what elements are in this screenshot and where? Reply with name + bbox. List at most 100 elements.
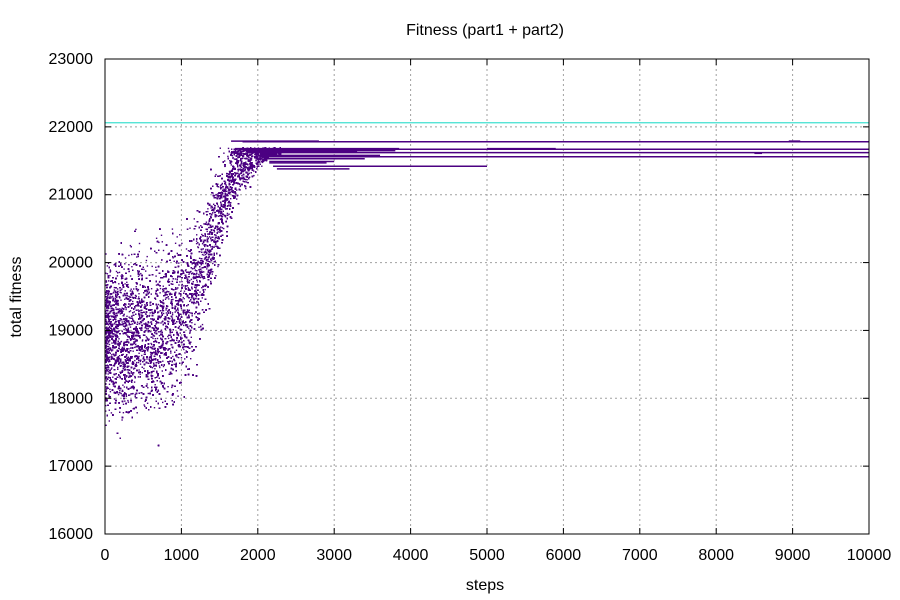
- scatter-point: [136, 321, 139, 323]
- scatter-point: [124, 294, 127, 297]
- scatter-point: [154, 330, 156, 332]
- scatter-point: [109, 274, 111, 277]
- scatter-point: [219, 231, 221, 233]
- scatter-point: [113, 318, 116, 320]
- scatter-point: [124, 400, 126, 402]
- scatter-point: [105, 281, 108, 283]
- scatter-point: [242, 178, 244, 180]
- scatter-point: [106, 265, 109, 267]
- scatter-point: [199, 291, 201, 293]
- scatter-point: [221, 227, 224, 229]
- scatter-point: [206, 230, 208, 233]
- scatter-point: [212, 212, 214, 214]
- scatter-point: [188, 327, 190, 330]
- scatter-point: [114, 317, 116, 319]
- scatter-point: [195, 288, 197, 290]
- scatter-point: [150, 354, 152, 356]
- scatter-point: [195, 295, 198, 298]
- scatter-point: [134, 346, 136, 349]
- scatter-point: [184, 358, 186, 360]
- scatter-point: [171, 339, 173, 342]
- scatter-point: [120, 262, 122, 264]
- scatter-point: [140, 321, 143, 324]
- scatter-point: [107, 373, 109, 375]
- scatter-point: [147, 329, 149, 331]
- scatter-point: [188, 309, 190, 311]
- scatter-point: [107, 345, 110, 348]
- scatter-point: [261, 165, 263, 167]
- scatter-point: [110, 297, 112, 299]
- scatter-point: [242, 164, 244, 166]
- scatter-point: [207, 248, 209, 251]
- scatter-point: [225, 185, 227, 187]
- scatter-point: [211, 206, 214, 208]
- scatter-point: [158, 362, 160, 365]
- scatter-point: [205, 262, 207, 265]
- scatter-point: [117, 366, 119, 369]
- scatter-point: [159, 287, 162, 290]
- scatter-point: [119, 349, 121, 351]
- scatter-point: [240, 164, 242, 166]
- scatter-point: [155, 284, 158, 286]
- scatter-point: [177, 276, 179, 279]
- scatter-point: [132, 300, 134, 303]
- scatter-point: [245, 187, 247, 190]
- scatter-point: [125, 307, 127, 309]
- scatter-point: [187, 250, 190, 252]
- scatter-point: [173, 363, 175, 366]
- scatter-point: [190, 270, 192, 273]
- scatter-point: [151, 323, 153, 325]
- scatter-point: [172, 298, 174, 301]
- scatter-point: [108, 343, 111, 346]
- scatter-point: [213, 231, 216, 233]
- scatter-point: [108, 409, 110, 411]
- scatter-point: [124, 290, 126, 292]
- scatter-point: [157, 348, 159, 350]
- scatter-point: [136, 361, 138, 364]
- scatter-point: [133, 263, 135, 266]
- scatter-point: [105, 280, 108, 282]
- scatter-point: [155, 275, 157, 277]
- scatter-point: [138, 296, 140, 298]
- scatter-point: [219, 212, 222, 215]
- scatter-point: [195, 297, 197, 300]
- scatter-point: [214, 236, 217, 238]
- scatter-point: [124, 294, 126, 296]
- scatter-point: [119, 342, 121, 344]
- scatter-point: [134, 359, 136, 362]
- scatter-point: [165, 312, 168, 314]
- scatter-point: [129, 310, 132, 312]
- scatter-point: [108, 349, 111, 352]
- scatter-point: [246, 166, 248, 169]
- scatter-point: [150, 361, 153, 363]
- scatter-point: [220, 226, 222, 228]
- scatter-point: [184, 287, 186, 289]
- scatter-point: [215, 173, 217, 176]
- scatter-point: [111, 367, 113, 369]
- scatter-point: [259, 159, 261, 161]
- scatter-point: [208, 256, 210, 258]
- scatter-point: [105, 380, 108, 382]
- scatter-point: [214, 238, 216, 240]
- scatter-point: [151, 309, 153, 311]
- scatter-point: [253, 174, 255, 177]
- scatter-point: [131, 266, 133, 268]
- scatter-point: [159, 292, 161, 294]
- scatter-point: [180, 307, 183, 310]
- scatter-point: [111, 350, 113, 352]
- scatter-point: [152, 365, 155, 367]
- scatter-point: [115, 362, 117, 364]
- scatter-point: [116, 359, 118, 361]
- scatter-point: [150, 293, 152, 295]
- scatter-point: [109, 335, 112, 337]
- scatter-point: [255, 156, 257, 159]
- scatter-point: [178, 262, 180, 264]
- scatter-point: [157, 303, 159, 306]
- scatter-point: [113, 363, 116, 366]
- scatter-point: [186, 309, 189, 311]
- scatter-point: [203, 241, 205, 244]
- scatter-point: [132, 387, 134, 389]
- scatter-point: [138, 311, 140, 313]
- scatter-point: [108, 383, 111, 385]
- scatter-point: [158, 365, 161, 367]
